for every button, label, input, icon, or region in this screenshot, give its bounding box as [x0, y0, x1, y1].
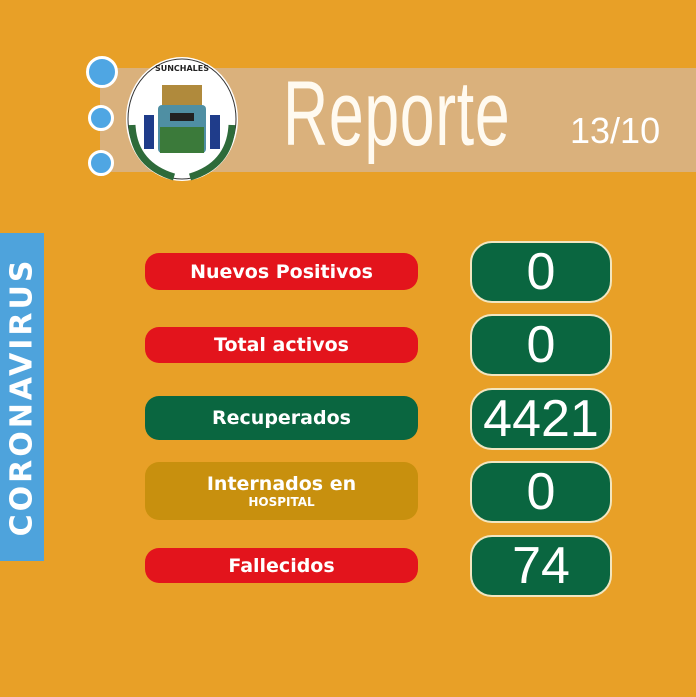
decor-dot	[88, 150, 114, 176]
value-nuevos-positivos: 0	[470, 241, 612, 303]
svg-text:SUNCHALES: SUNCHALES	[155, 64, 209, 73]
value-internados: 0	[470, 461, 612, 523]
label-text: Internados en	[206, 473, 357, 495]
label-text: Nuevos Positivos	[190, 260, 373, 283]
label-text: Fallecidos	[228, 554, 335, 577]
label-total-activos: Total activos	[145, 327, 418, 363]
label-internados: Internados en HOSPITAL	[145, 462, 418, 520]
label-nuevos-positivos: Nuevos Positivos	[145, 253, 418, 290]
sidebar-banner: CORONAVIRUS	[0, 233, 44, 561]
report-date: 13/10	[570, 110, 661, 151]
label-recuperados: Recuperados	[145, 396, 418, 440]
label-text: Recuperados	[212, 407, 351, 429]
label-subtext: HOSPITAL	[248, 495, 315, 509]
decor-dot	[88, 105, 114, 131]
label-text: Total activos	[214, 334, 349, 356]
value-recuperados: 4421	[470, 388, 612, 450]
sidebar-label: CORONAVIRUS	[4, 257, 40, 537]
value-fallecidos: 74	[470, 535, 612, 597]
decor-dot	[86, 56, 118, 88]
municipality-logo: SUNCHALES	[126, 57, 238, 181]
value-total-activos: 0	[470, 314, 612, 376]
page-title: Reporte	[283, 63, 511, 165]
label-fallecidos: Fallecidos	[145, 548, 418, 583]
